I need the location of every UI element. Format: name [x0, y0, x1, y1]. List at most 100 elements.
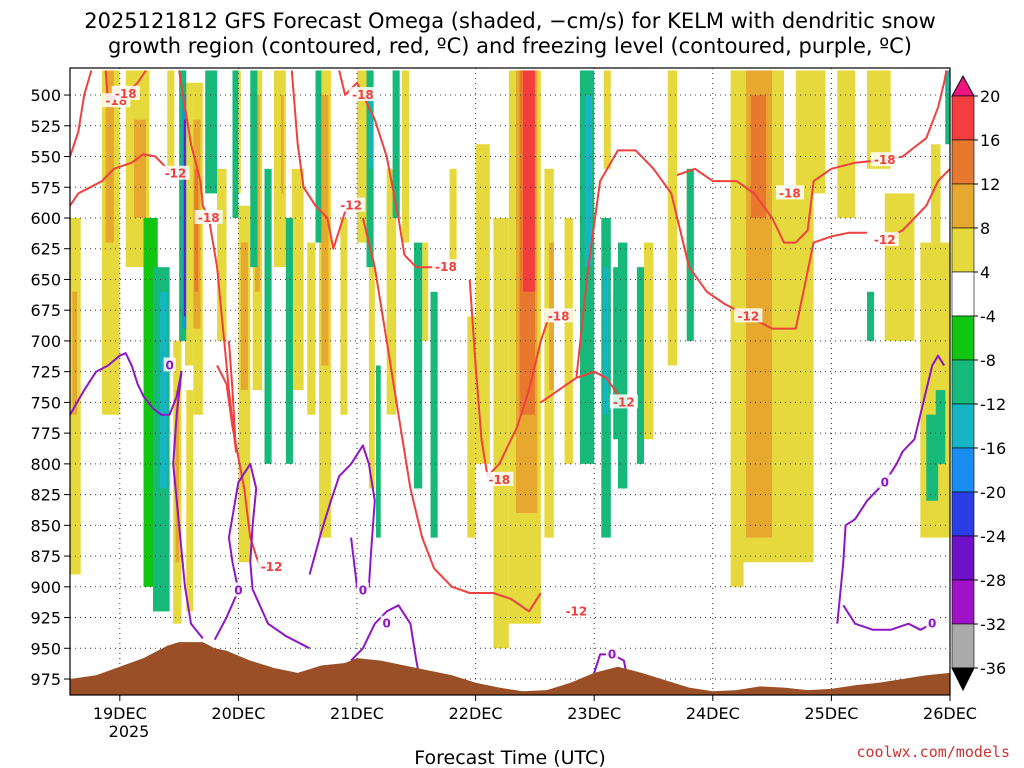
colorbar-label: 12 [980, 175, 1000, 194]
dgz-contour-line [540, 370, 625, 404]
dgz-contour-label-bg [257, 559, 286, 574]
omega-cell [175, 390, 180, 563]
omega-cell [935, 390, 946, 464]
omega-cell [564, 217, 573, 464]
omega-cell [368, 95, 373, 169]
omega-cell [866, 70, 891, 169]
omega-shading [70, 70, 950, 649]
colorbar-swatch [951, 95, 975, 141]
dgz-contour-label: -18 [435, 260, 457, 274]
omega-cell [340, 217, 348, 415]
y-tick-label: 750 [30, 393, 61, 412]
omega-cell [866, 291, 875, 341]
dgz-contour-line [575, 149, 867, 378]
freezing-contour-label: 0 [359, 584, 367, 598]
omega-cell [105, 70, 114, 243]
omega-cell [837, 70, 856, 218]
x-axis-title: Forecast Time (UTC) [414, 747, 605, 768]
colorbar-swatch [951, 403, 975, 449]
x-tick-label: 23DEC [567, 704, 621, 723]
colorbar-swatch [951, 359, 975, 405]
plot-frame [69, 67, 951, 696]
freezing-contour-label: 0 [608, 647, 616, 661]
y-tick-label: 575 [30, 178, 61, 197]
freezing-contour-label-bg [380, 615, 393, 630]
dgz-contour-label-bg [111, 85, 140, 100]
omega-cell [644, 242, 654, 440]
omega-cell [307, 242, 316, 415]
omega-cell [667, 70, 678, 366]
omega-cell [386, 168, 397, 415]
colorbar-label: -4 [980, 307, 996, 326]
omega-cell [273, 70, 286, 268]
omega-cell [931, 144, 941, 243]
omega-cell [449, 168, 457, 268]
x-tick-label: 21DEC [330, 704, 384, 723]
omega-cell [315, 70, 322, 243]
colorbar-swatch [951, 491, 975, 537]
dgz-contour-label-bg [775, 185, 804, 200]
dgz-contour-line [290, 70, 352, 250]
freezing-contour-label-bg [878, 474, 891, 489]
omega-cell [523, 70, 535, 292]
dgz-contour-label-bg [431, 259, 460, 274]
omega-cell [926, 414, 939, 501]
freezing-contour-label-bg [605, 646, 618, 661]
omega-cell [217, 168, 227, 341]
omega-cell [160, 291, 168, 489]
dgz-contour-label-bg [348, 87, 377, 102]
omega-cell [730, 70, 744, 587]
dgz-contour-label-bg [562, 603, 591, 618]
omega-cell [884, 193, 915, 341]
omega-cell [947, 70, 950, 96]
x-tick-label: 20DEC [211, 704, 265, 723]
colorbar-label: 20 [980, 87, 1000, 106]
freezing-contour-label: 0 [928, 617, 936, 631]
omega-cell [584, 95, 592, 268]
omega-cell [321, 95, 329, 366]
y-tick-label: 600 [30, 209, 61, 228]
dgz-contour-line [361, 217, 542, 613]
omega-cell [750, 95, 767, 218]
omega-cell [430, 291, 438, 538]
omega-cell [392, 70, 400, 218]
omega-cell [375, 365, 381, 538]
colorbar-label: -24 [980, 527, 1006, 546]
terrain-fill [70, 642, 950, 695]
omega-cell [205, 70, 218, 194]
dgz-contour-line [70, 153, 177, 207]
title-line-1: 2025121812 GFS Forecast Omega (shaded, −… [84, 9, 936, 33]
title-line-2: growth region (contoured, red, ºC) and f… [108, 34, 912, 58]
y-tick-label: 675 [30, 301, 61, 320]
colorbar-swatch [951, 623, 975, 669]
dgz-contour-label: -18 [779, 186, 801, 200]
freezing-contour-label: 0 [165, 359, 173, 373]
chart-title: 2025121812 GFS Forecast Omega (shaded, −… [84, 9, 936, 58]
y-tick-label: 550 [30, 148, 61, 167]
omega-cell [250, 70, 258, 268]
y-tick-label: 850 [30, 516, 61, 535]
omega-cell [422, 242, 429, 341]
freezing-contour-label: 0 [234, 584, 242, 598]
dgz-contour-label: -12 [566, 604, 588, 618]
omega-cell [285, 217, 293, 464]
colorbar-label: -12 [980, 395, 1006, 414]
plot-area: -18 -18 -12 -18 -18 -12 -18 -12 -12 -18 -18 -12 -12 -… [70, 68, 950, 695]
x-tick-label: 25DEC [804, 704, 858, 723]
y-tick-label: 900 [30, 578, 61, 597]
omega-cell [264, 168, 272, 464]
dgz-contour-label-bg [161, 165, 190, 180]
omega-cell [291, 168, 304, 391]
dgz-contour-label: -12 [613, 395, 635, 409]
x-tick-label: 22DEC [449, 704, 503, 723]
freezing-contour-label: 0 [382, 617, 390, 631]
omega-cell [795, 70, 826, 194]
dgz-contour-label-bg [194, 209, 223, 224]
omega-cell [603, 70, 611, 169]
omega-cell [475, 144, 490, 464]
freezing-contour-label-bg [356, 582, 369, 597]
freezing-contour-label: 0 [881, 475, 889, 489]
omega-cell [783, 193, 814, 563]
omega-cell [186, 390, 194, 612]
